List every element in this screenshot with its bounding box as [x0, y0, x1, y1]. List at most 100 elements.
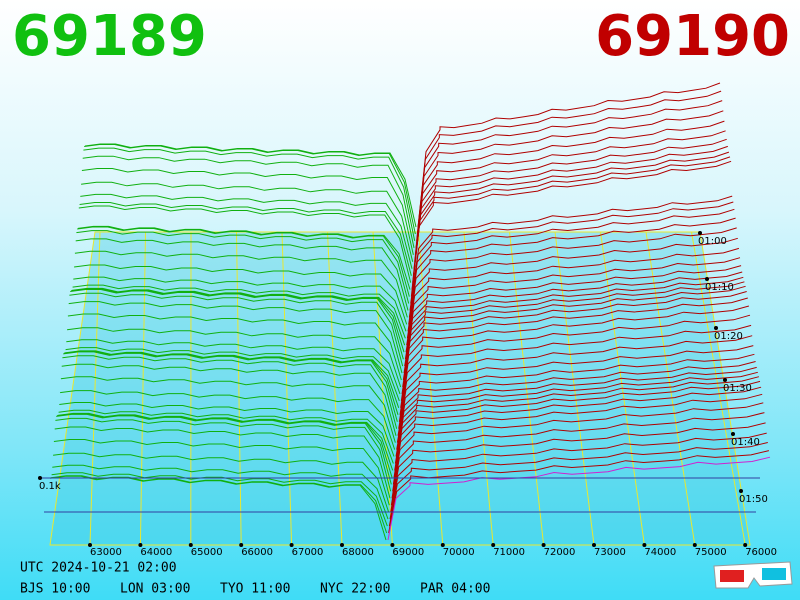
bid-curve	[70, 289, 404, 360]
price-label: 71000	[493, 547, 525, 558]
ask-curve	[388, 450, 770, 534]
ask-curve	[409, 201, 734, 311]
time-label: 01:00	[698, 236, 727, 247]
price-label: 63000	[90, 547, 122, 558]
price-dot	[592, 543, 596, 547]
ask-curve	[392, 386, 762, 485]
ask-curve	[405, 257, 741, 353]
price-label: 74000	[644, 547, 676, 558]
bid-curve	[60, 390, 396, 450]
time-dot	[731, 432, 735, 436]
ask-curve	[406, 247, 740, 346]
price-label: 65000	[191, 547, 223, 558]
price-grid-line	[236, 231, 242, 546]
ask-curve	[410, 195, 733, 304]
time-label: 01:10	[705, 282, 734, 293]
ask-curve	[408, 217, 736, 325]
floor	[50, 232, 750, 545]
ask-curve	[407, 227, 737, 332]
bid-curve	[74, 250, 408, 318]
ask-curve	[392, 393, 763, 492]
ask-curve	[394, 376, 760, 471]
bid-curve	[60, 376, 396, 443]
bid-curve	[83, 147, 416, 242]
ask-curve	[391, 402, 764, 499]
time-zones: BJS 10:00 LON 03:00 TYO 11:00 NYC 22:00 PAR …	[20, 582, 490, 597]
bid-curve	[73, 276, 407, 332]
price-label: 68000	[342, 547, 374, 558]
ask-curve	[414, 130, 726, 262]
ask-curve	[413, 138, 727, 269]
bid-curve	[68, 301, 403, 374]
price-label: 76000	[745, 547, 777, 558]
ask-curve	[396, 361, 756, 450]
bid-curve	[77, 226, 410, 297]
price-dot	[239, 543, 244, 547]
bid-curve	[66, 339, 401, 395]
bid-curve	[78, 205, 412, 283]
ask-curve	[397, 345, 754, 436]
bid-curve	[63, 351, 398, 422]
glasses-icon	[713, 561, 793, 589]
bid-curve	[67, 313, 402, 381]
ask-curve	[406, 237, 738, 339]
depth-curves	[49, 82, 771, 541]
bid-curve	[59, 402, 395, 457]
bid-curve	[75, 238, 409, 311]
bid-curve	[72, 284, 406, 339]
bid-curve	[55, 417, 392, 492]
price-grid-line	[372, 231, 393, 546]
price-label: 69000	[392, 547, 424, 558]
bid-curve	[56, 413, 393, 478]
zone-time: TYO 11:00	[220, 582, 290, 597]
ask-curve	[402, 285, 746, 388]
bid-curve	[82, 155, 415, 249]
time-label: 01:30	[723, 383, 752, 394]
ask-curve	[408, 208, 735, 318]
time-dot	[698, 231, 702, 235]
bid-curve	[52, 464, 389, 520]
bid-curve	[53, 439, 390, 506]
bid-curve	[81, 168, 414, 255]
ask-curve	[401, 291, 747, 394]
price-grid-line	[89, 231, 101, 546]
price-grid-line	[139, 231, 146, 546]
zone-time: PAR 04:00	[420, 582, 490, 597]
ask-curve	[415, 110, 724, 248]
bid-curve	[81, 181, 414, 262]
ask-curve	[402, 281, 745, 381]
bid-curve	[76, 230, 410, 304]
bid-curve	[53, 452, 390, 513]
volume-dot	[38, 476, 42, 480]
zone-time: NYC 22:00	[320, 582, 390, 597]
ask-curve	[404, 265, 742, 360]
ask-curve	[395, 366, 757, 457]
price-dot	[88, 543, 92, 547]
ask-curve	[394, 371, 758, 464]
ask-curve	[400, 305, 750, 408]
ask-curve	[390, 412, 765, 506]
price-dot	[743, 543, 748, 547]
ask-curve	[404, 271, 743, 367]
bid-curve	[84, 143, 417, 228]
price-label: 67000	[292, 547, 324, 558]
zone-time: BJS 10:00	[20, 582, 90, 597]
ask-curve	[403, 276, 744, 374]
bid-curve	[54, 426, 391, 499]
bid-curve	[61, 363, 397, 436]
floor-edge	[49, 231, 751, 546]
price-dot	[340, 543, 344, 547]
ask-curve	[410, 160, 732, 297]
volume-label: 0.1k	[39, 481, 61, 492]
time-dot	[723, 378, 727, 382]
bid-curve	[65, 347, 400, 402]
price-dot	[642, 543, 647, 547]
ask-curve	[399, 314, 751, 415]
price-label: 66000	[241, 547, 273, 558]
price-label: 73000	[594, 547, 626, 558]
bid-curve	[51, 472, 388, 527]
bid-curve	[69, 292, 404, 367]
ask-curve	[416, 100, 723, 241]
utc-time: UTC 2024-10-21 02:00	[20, 561, 177, 576]
